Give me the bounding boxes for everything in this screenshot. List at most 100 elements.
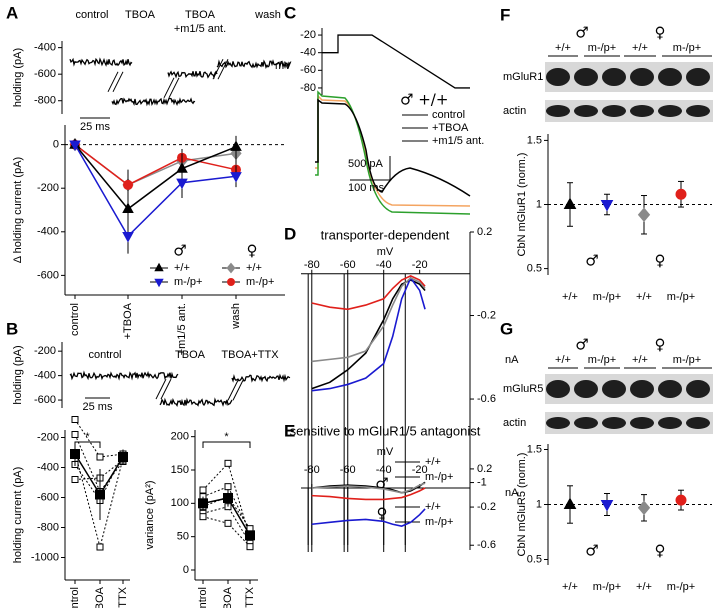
legend-label: control xyxy=(432,109,465,121)
x-tick-label: control xyxy=(197,587,209,608)
marker xyxy=(71,476,79,483)
marker xyxy=(600,200,614,212)
marker xyxy=(230,172,242,183)
significance-bracket xyxy=(74,441,101,448)
marker xyxy=(600,500,614,512)
y-axis-label: holding (pA) xyxy=(12,48,24,107)
blot-band xyxy=(602,380,626,398)
x-tick-label: +TTX xyxy=(244,586,256,608)
blot-band xyxy=(546,380,570,398)
y-tick-label: -20 xyxy=(300,29,316,41)
x-tick-label: -40 xyxy=(376,259,392,271)
marker xyxy=(675,494,687,506)
blot-band xyxy=(546,68,570,86)
x-tick-label: +TBOA xyxy=(222,586,234,608)
blot-band xyxy=(630,68,654,86)
condition-label: TBOA+TTX xyxy=(221,349,279,361)
x-tick-label: m-/p+ xyxy=(667,581,695,593)
legend-label: +/+ xyxy=(425,501,441,513)
y-tick-label: 200 xyxy=(171,431,189,443)
condition-label: TBOA xyxy=(125,9,156,21)
genotype-label: m-/p+ xyxy=(673,354,701,366)
y-axis-label: nA xyxy=(505,487,519,499)
genotype-label: +/+ xyxy=(632,42,648,54)
blot-band xyxy=(602,68,626,86)
iv-curve xyxy=(311,481,426,494)
y-tick-label: 100 xyxy=(171,497,189,509)
break-mark xyxy=(107,71,119,93)
trace xyxy=(111,97,196,107)
y-axis-label: CbN mGluR5 (norm.) xyxy=(516,453,528,557)
blot-band xyxy=(602,105,626,117)
x-tick-label: -80 xyxy=(304,464,320,476)
marker xyxy=(96,453,104,461)
blot-band xyxy=(686,105,710,117)
panel-letter: E xyxy=(284,421,295,440)
marker xyxy=(118,452,128,462)
y-tick-label: 0.2 xyxy=(477,226,492,238)
sex-symbol: ♂ xyxy=(585,542,598,560)
legend-symbol: ♂ xyxy=(173,242,186,260)
condition-label: TBOA xyxy=(175,349,206,361)
y-axis-label: nA xyxy=(505,354,519,366)
y-tick-label: 1 xyxy=(536,198,542,210)
trace xyxy=(167,70,218,80)
y-tick-label: -400 xyxy=(37,461,59,473)
x-tick-label: +m1/5 ant. xyxy=(176,303,188,355)
cell-line xyxy=(202,486,251,532)
y-tick-label: -1 xyxy=(477,476,487,488)
x-tick-label: control xyxy=(69,587,81,608)
y-tick-label: 150 xyxy=(171,464,189,476)
significance-label: * xyxy=(85,431,90,443)
blot-band xyxy=(686,417,710,429)
panel-letter: D xyxy=(284,224,296,243)
sex-symbol: ♂ xyxy=(585,252,598,270)
sex-symbol: ♀ xyxy=(655,252,666,270)
x-tick-label: -60 xyxy=(340,464,356,476)
sex-symbol: ♂ xyxy=(575,24,588,42)
blot-band xyxy=(686,380,710,398)
marker xyxy=(95,489,105,500)
x-tick-label: wash xyxy=(230,303,242,330)
y-tick-label: -0.2 xyxy=(477,501,496,513)
condition-label: control xyxy=(75,9,108,21)
legend-label: +TBOA xyxy=(432,122,469,134)
y-tick-label: 0.5 xyxy=(527,553,542,565)
marker xyxy=(122,232,134,243)
legend-label: m-/p+ xyxy=(425,471,453,483)
sex-symbol: ♀ xyxy=(655,542,666,560)
condition-label: +m1/5 ant. xyxy=(174,23,226,35)
panel-letter: G xyxy=(500,319,513,338)
marker xyxy=(224,483,232,491)
legend-label: m-/p+ xyxy=(425,516,453,528)
marker xyxy=(96,543,104,551)
blot-band xyxy=(574,417,598,429)
marker xyxy=(123,179,133,190)
y-tick-label: 1 xyxy=(536,498,542,510)
genotype-label: m-/p+ xyxy=(673,42,701,54)
blot xyxy=(545,62,713,92)
x-tick-label: -20 xyxy=(412,259,428,271)
y-tick-label: -0.6 xyxy=(477,539,496,551)
iv-curve xyxy=(311,482,426,494)
legend-label: +/+ xyxy=(246,262,262,274)
legend-marker xyxy=(227,278,235,286)
marker xyxy=(69,140,81,152)
blot-band xyxy=(630,380,654,398)
break-mark xyxy=(217,58,229,80)
break-mark xyxy=(112,71,124,93)
legend-label: +m1/5 ant. xyxy=(432,135,484,147)
x-tick-label: +TBOA xyxy=(94,586,106,608)
x-tick-label: control xyxy=(69,303,81,336)
trace xyxy=(159,397,233,408)
iv-curve xyxy=(311,276,426,392)
protein-label: mGluR5 xyxy=(503,383,543,395)
trace xyxy=(69,57,133,67)
marker xyxy=(245,530,255,541)
y-tick-label: -600 xyxy=(34,394,56,406)
blot-band xyxy=(574,105,598,117)
legend-marker xyxy=(226,262,236,274)
marker xyxy=(563,497,577,509)
y-tick-label: 0.2 xyxy=(477,463,492,475)
